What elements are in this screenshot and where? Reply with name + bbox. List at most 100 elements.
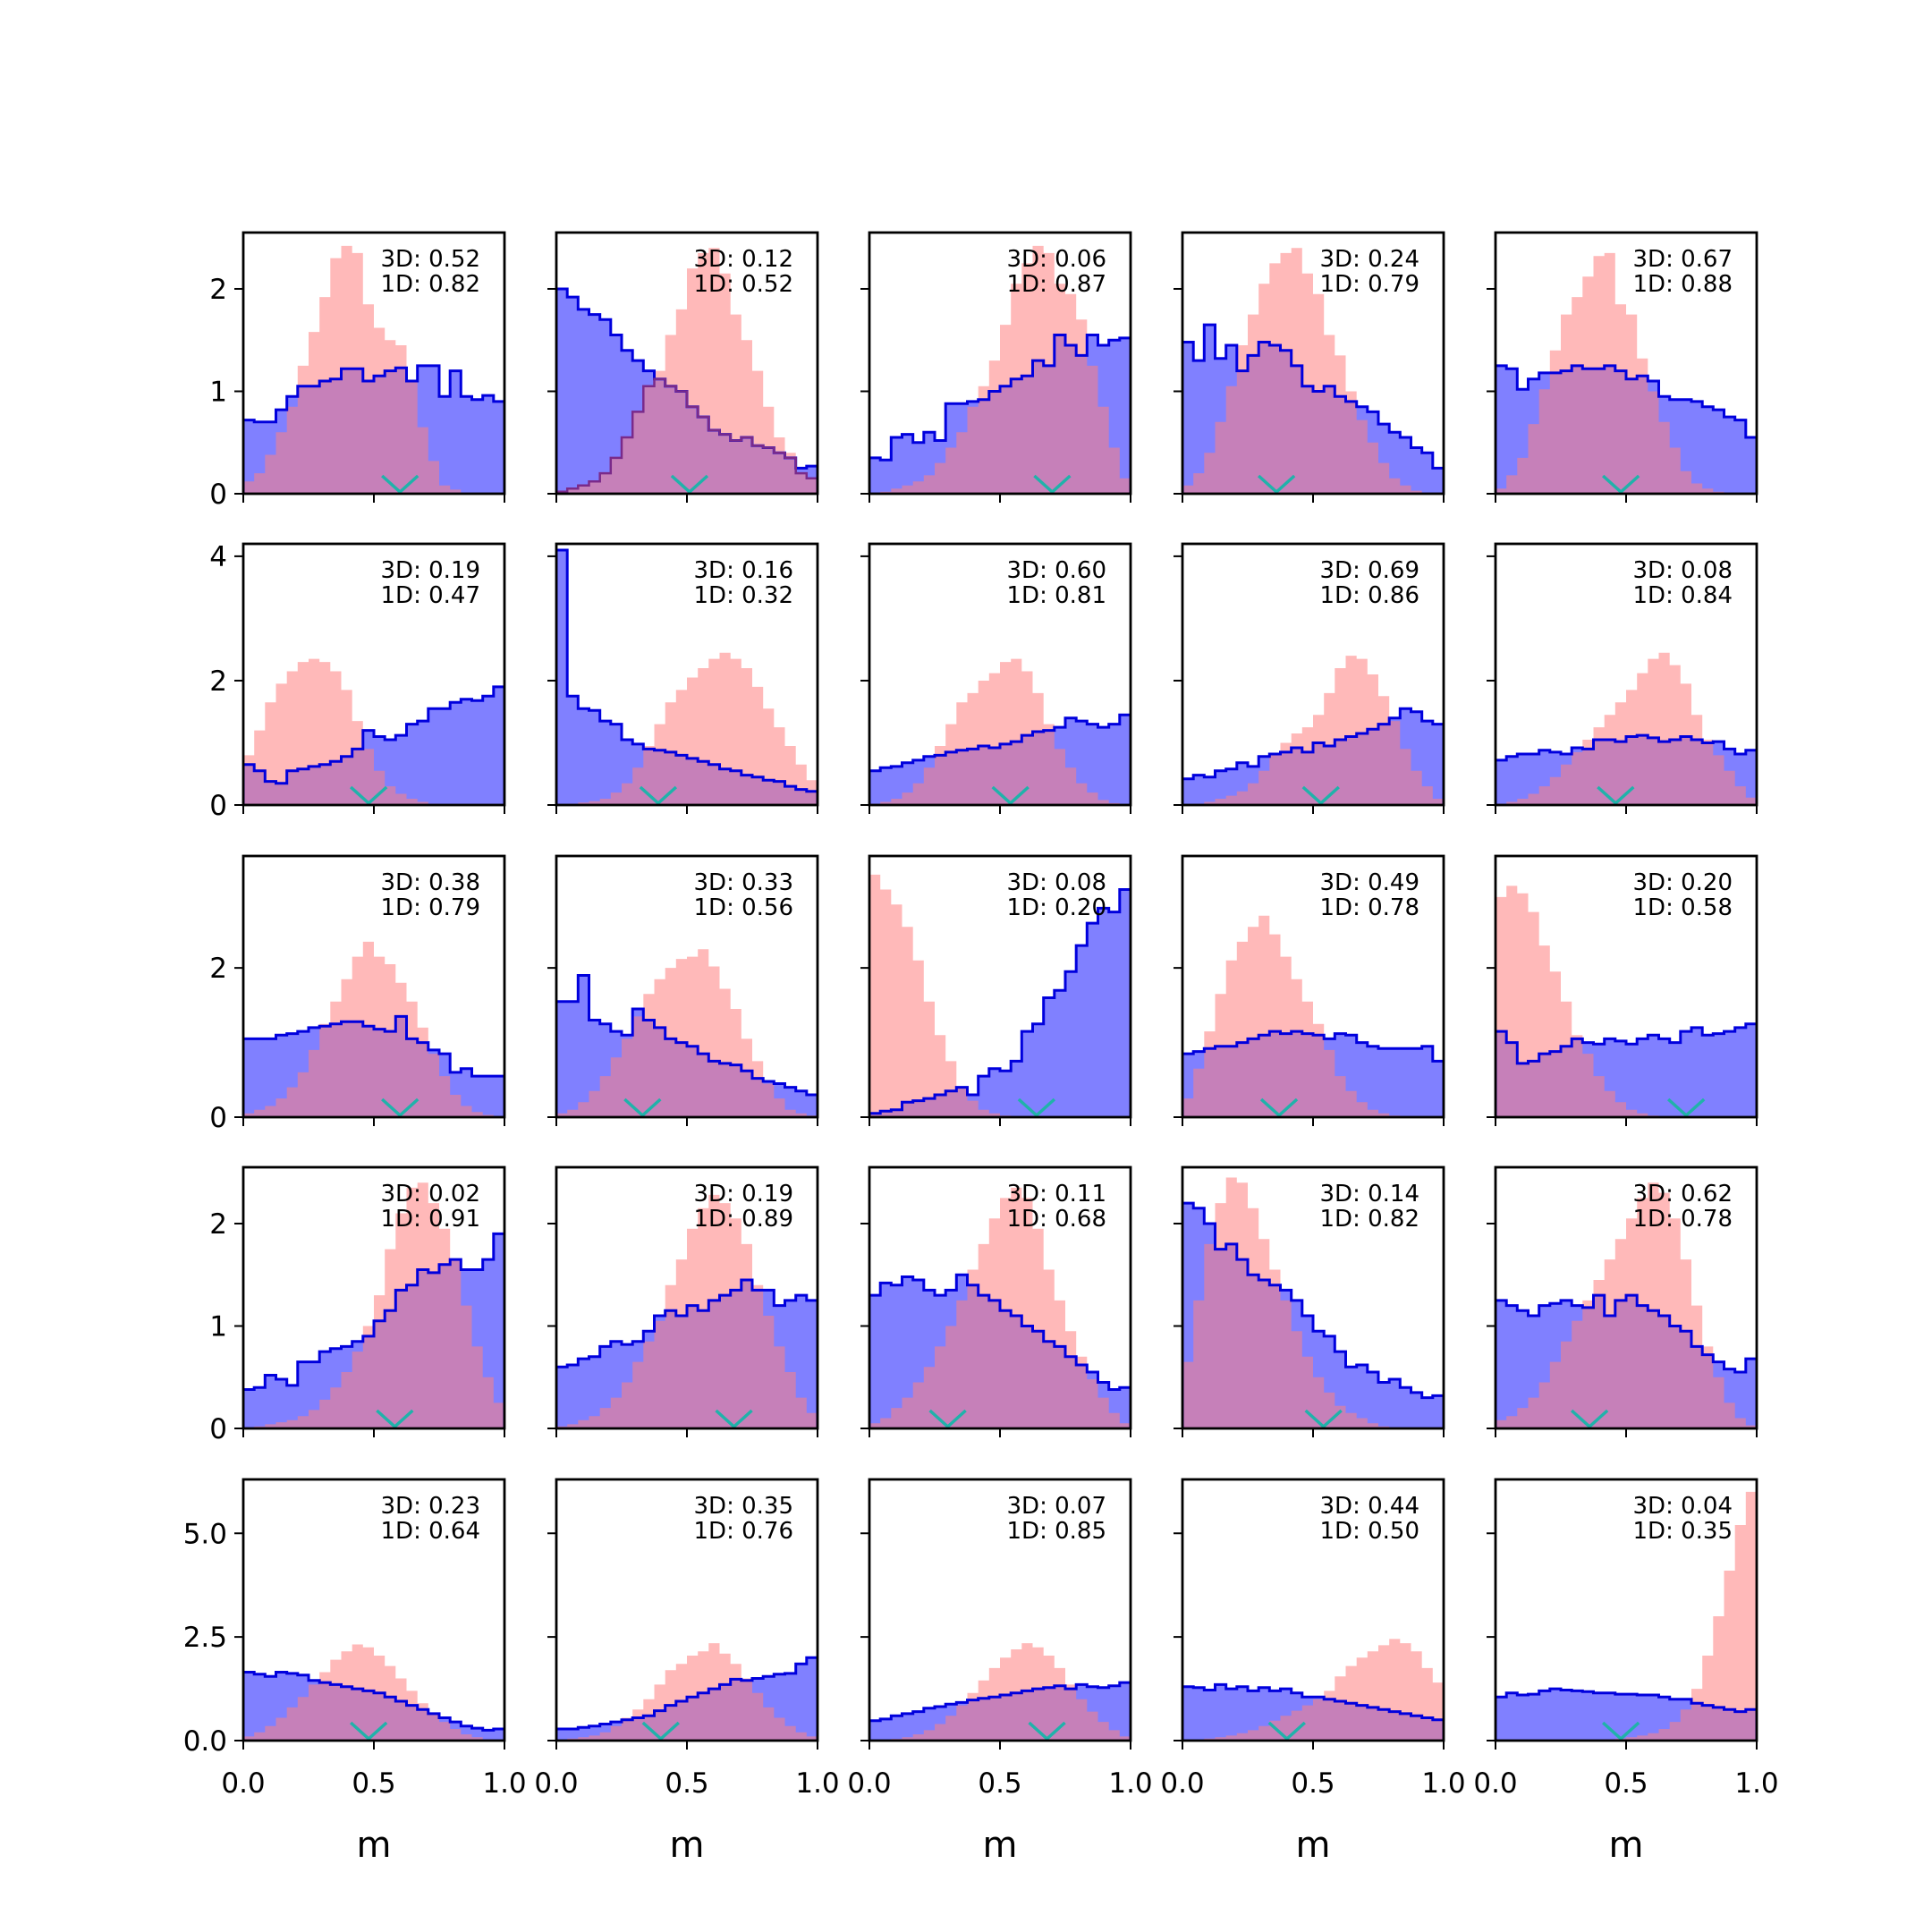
blue-hist-outline <box>556 548 818 805</box>
annotation-3d: 3D: 0.11 <box>1007 1181 1106 1208</box>
marker-v-icon <box>1267 1721 1306 1741</box>
panel-plot-area <box>556 548 818 805</box>
y-tick-label: 1 <box>209 1310 227 1343</box>
y-tick-label: 0 <box>209 790 227 822</box>
red-hist-fill <box>243 245 504 494</box>
marker-v-icon <box>1304 1409 1343 1428</box>
marker-v-icon <box>1028 1721 1066 1741</box>
blue-hist-outline <box>869 1681 1131 1741</box>
y-tick-label: 2 <box>209 274 227 306</box>
panel-plot-area <box>1182 248 1444 494</box>
marker-v-icon <box>1259 1097 1299 1117</box>
annotation-1d: 1D: 0.35 <box>1633 1518 1733 1545</box>
panel-plot-area <box>243 941 504 1117</box>
panel-plot-area <box>869 874 1131 1117</box>
y-tick-label: 1 <box>209 376 227 408</box>
marker-v-icon <box>715 1409 753 1428</box>
x-axis-label: m <box>357 1825 392 1866</box>
annotation-3d: 3D: 0.20 <box>1633 869 1733 896</box>
panel-plot-area <box>243 1182 504 1428</box>
annotation-3d: 3D: 0.02 <box>381 1181 480 1208</box>
annotation-1d: 1D: 0.86 <box>1320 582 1419 609</box>
annotation-3d: 3D: 0.69 <box>1320 557 1419 584</box>
annotation-3d: 3D: 0.49 <box>1320 869 1419 896</box>
marker-v-icon <box>639 785 678 805</box>
annotation-1d: 1D: 0.91 <box>381 1206 480 1233</box>
x-tick-label: 1.0 <box>795 1767 839 1800</box>
panel-plot-area <box>1182 1177 1444 1428</box>
blue-hist-outline <box>869 334 1131 494</box>
red-hist-fill <box>1496 1491 1757 1741</box>
marker-v-icon <box>1601 474 1640 494</box>
annotation-1d: 1D: 0.82 <box>381 271 480 298</box>
panel-plot-area <box>1496 1182 1757 1428</box>
annotation-3d: 3D: 0.19 <box>381 557 480 584</box>
annotation-1d: 1D: 0.79 <box>1320 271 1419 298</box>
red-hist-fill <box>1182 1639 1444 1741</box>
blue-hist-outline <box>1496 1022 1757 1117</box>
panel-plot-area <box>556 949 818 1117</box>
marker-v-icon <box>1017 1097 1056 1117</box>
red-hist-fill <box>1496 886 1757 1117</box>
red-hist-fill <box>869 658 1131 805</box>
marker-v-icon <box>349 1721 388 1741</box>
panel-plot-area <box>1182 915 1444 1117</box>
blue-hist-outline <box>1182 1201 1444 1428</box>
annotation-1d: 1D: 0.82 <box>1320 1206 1419 1233</box>
annotation-1d: 1D: 0.20 <box>1007 894 1106 921</box>
annotation-1d: 1D: 0.78 <box>1633 1206 1733 1233</box>
annotation-3d: 3D: 0.16 <box>694 557 793 584</box>
marker-v-icon <box>1301 785 1340 805</box>
panel-plot-area <box>243 658 504 805</box>
annotation-1d: 1D: 0.78 <box>1320 894 1419 921</box>
annotation-3d: 3D: 0.35 <box>694 1493 793 1520</box>
marker-v-icon <box>1033 474 1072 494</box>
annotation-3d: 3D: 0.14 <box>1320 1181 1419 1208</box>
blue-hist-outline <box>869 888 1131 1117</box>
panel-plot-area <box>1496 1491 1757 1741</box>
blue-hist-outline <box>556 1656 818 1741</box>
blue-hist-outline <box>243 1671 504 1741</box>
x-tick-label: 1.0 <box>1734 1767 1778 1800</box>
x-tick-label: 0.0 <box>221 1767 265 1800</box>
blue-hist-fill <box>869 889 1131 1117</box>
annotation-3d: 3D: 0.24 <box>1320 246 1419 273</box>
annotation-1d: 1D: 0.87 <box>1007 271 1106 298</box>
x-tick-label: 1.0 <box>1108 1767 1152 1800</box>
x-tick-label: 0.0 <box>847 1767 891 1800</box>
y-tick-label: 5.0 <box>183 1518 227 1550</box>
blue-hist-outline <box>556 974 818 1117</box>
blue-hist-outline <box>869 713 1131 805</box>
marker-v-icon <box>991 785 1030 805</box>
marker-v-icon <box>1601 1721 1640 1741</box>
annotation-1d: 1D: 0.50 <box>1320 1518 1419 1545</box>
x-tick-label: 0.5 <box>978 1767 1021 1800</box>
annotation-1d: 1D: 0.68 <box>1007 1206 1106 1233</box>
panel-plot-area <box>869 1187 1131 1428</box>
y-tick-label: 0 <box>209 1102 227 1134</box>
marker-v-icon <box>641 1721 680 1741</box>
blue-hist-outline <box>243 364 504 494</box>
x-axis-label: m <box>1296 1825 1331 1866</box>
panel-plot-area <box>1182 656 1444 805</box>
annotation-1d: 1D: 0.88 <box>1633 271 1733 298</box>
annotation-3d: 3D: 0.62 <box>1633 1181 1733 1208</box>
y-tick-label: 0 <box>209 479 227 511</box>
panel-plot-area <box>869 658 1131 805</box>
